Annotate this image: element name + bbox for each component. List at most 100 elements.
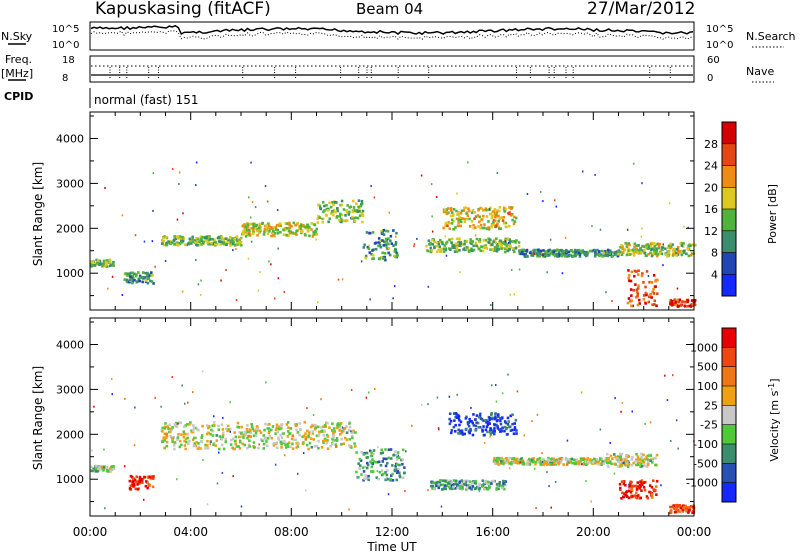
echo-cell <box>462 248 465 251</box>
echo-cell <box>136 280 139 283</box>
echo-cell <box>501 392 504 395</box>
echo-cell <box>449 209 453 212</box>
echo-cell <box>528 459 532 462</box>
echo-cell <box>493 459 496 462</box>
echo-cell <box>465 217 469 221</box>
echo-cell <box>513 458 517 461</box>
echo-cell <box>293 438 296 442</box>
echo-cell <box>339 212 342 216</box>
echo-cell <box>361 214 365 217</box>
echo-cell <box>468 431 472 435</box>
echo-cell <box>681 508 684 511</box>
echo-cell <box>682 249 686 253</box>
echo-cell <box>302 452 305 455</box>
echo-cell <box>654 457 657 460</box>
colorbar-segment <box>722 165 736 188</box>
echo-cell <box>638 486 641 490</box>
echo-cell <box>637 462 640 465</box>
echo-cell <box>326 421 329 425</box>
echo-cell <box>456 242 459 246</box>
echo-cell <box>132 277 135 280</box>
echo-cell <box>560 458 564 461</box>
echo-cell <box>369 298 371 301</box>
echo-cell <box>483 246 486 249</box>
echo-cell <box>671 243 674 246</box>
echo-cell <box>288 231 292 235</box>
echo-cell <box>395 453 399 457</box>
echo-cell <box>304 438 308 441</box>
echo-cell <box>259 229 263 232</box>
echo-cell <box>510 214 513 217</box>
echo-cell <box>382 257 384 260</box>
echo-cell <box>413 243 416 246</box>
echo-cell <box>501 416 504 419</box>
echo-cell <box>459 420 463 424</box>
echo-cell <box>619 462 622 466</box>
echo-cell <box>352 429 355 433</box>
echo-cell <box>672 374 674 377</box>
echo-cell <box>497 225 500 228</box>
echo-cell <box>458 238 461 241</box>
echo-cell <box>312 438 316 441</box>
echo-cell <box>586 461 589 464</box>
echo-cell <box>377 244 380 248</box>
echo-cell <box>384 258 387 262</box>
echo-cell <box>617 455 620 458</box>
echo-cell <box>573 248 577 252</box>
echo-cell <box>204 239 207 242</box>
echo-cell <box>475 421 478 424</box>
echo-cell <box>264 185 267 188</box>
echo-cell <box>456 192 458 195</box>
echo-cell <box>392 453 395 457</box>
echo-cell <box>440 248 443 251</box>
echo-cell <box>651 303 654 307</box>
echo-cell <box>584 460 587 462</box>
echo-cell <box>196 243 199 247</box>
echo-cell <box>531 457 534 460</box>
echo-cell <box>377 477 380 481</box>
noise-panel: N.Sky 10^5 10^0 10^5 10^0 N.Search <box>1 21 796 51</box>
echo-cell <box>172 239 175 243</box>
echo-cell <box>165 236 168 239</box>
echo-cell <box>635 244 638 248</box>
echo-cell <box>257 446 260 450</box>
echo-cell <box>438 479 442 482</box>
echo-cell <box>318 204 322 208</box>
echo-cell <box>165 435 169 438</box>
echo-cell <box>197 243 201 247</box>
echo-cell <box>364 254 368 258</box>
echo-cell <box>653 242 656 245</box>
echo-cell <box>311 235 315 238</box>
echo-cell <box>354 431 357 434</box>
echo-cell <box>144 484 148 488</box>
echo-cell <box>491 248 494 252</box>
echo-cell <box>611 300 613 302</box>
echo-cell <box>246 226 250 229</box>
echo-cell <box>205 236 208 240</box>
echo-cell <box>93 405 95 408</box>
echo-cell <box>511 218 514 222</box>
echo-cell <box>490 243 494 247</box>
echo-cell <box>682 504 685 508</box>
echo-cell <box>649 421 652 424</box>
echo-cell <box>507 420 511 423</box>
echo-cell <box>626 465 630 469</box>
echo-cell <box>382 233 386 237</box>
echo-cell <box>344 214 347 217</box>
echo-cell <box>221 471 224 474</box>
colorbar-tick-label: 500 <box>697 361 718 374</box>
echo-cell <box>635 247 638 251</box>
echo-cell <box>390 242 394 245</box>
echo-cell <box>386 477 390 481</box>
echo-cell <box>454 415 458 419</box>
echo-cell <box>291 442 294 446</box>
echo-cell <box>272 444 276 447</box>
echo-cell <box>367 474 370 478</box>
echo-cell <box>660 252 664 256</box>
echo-cell <box>636 251 639 254</box>
echo-cell <box>305 225 308 229</box>
echo-cell <box>689 505 693 508</box>
echo-cell <box>235 445 239 448</box>
echo-cell <box>326 447 330 451</box>
echo-cell <box>249 431 253 435</box>
